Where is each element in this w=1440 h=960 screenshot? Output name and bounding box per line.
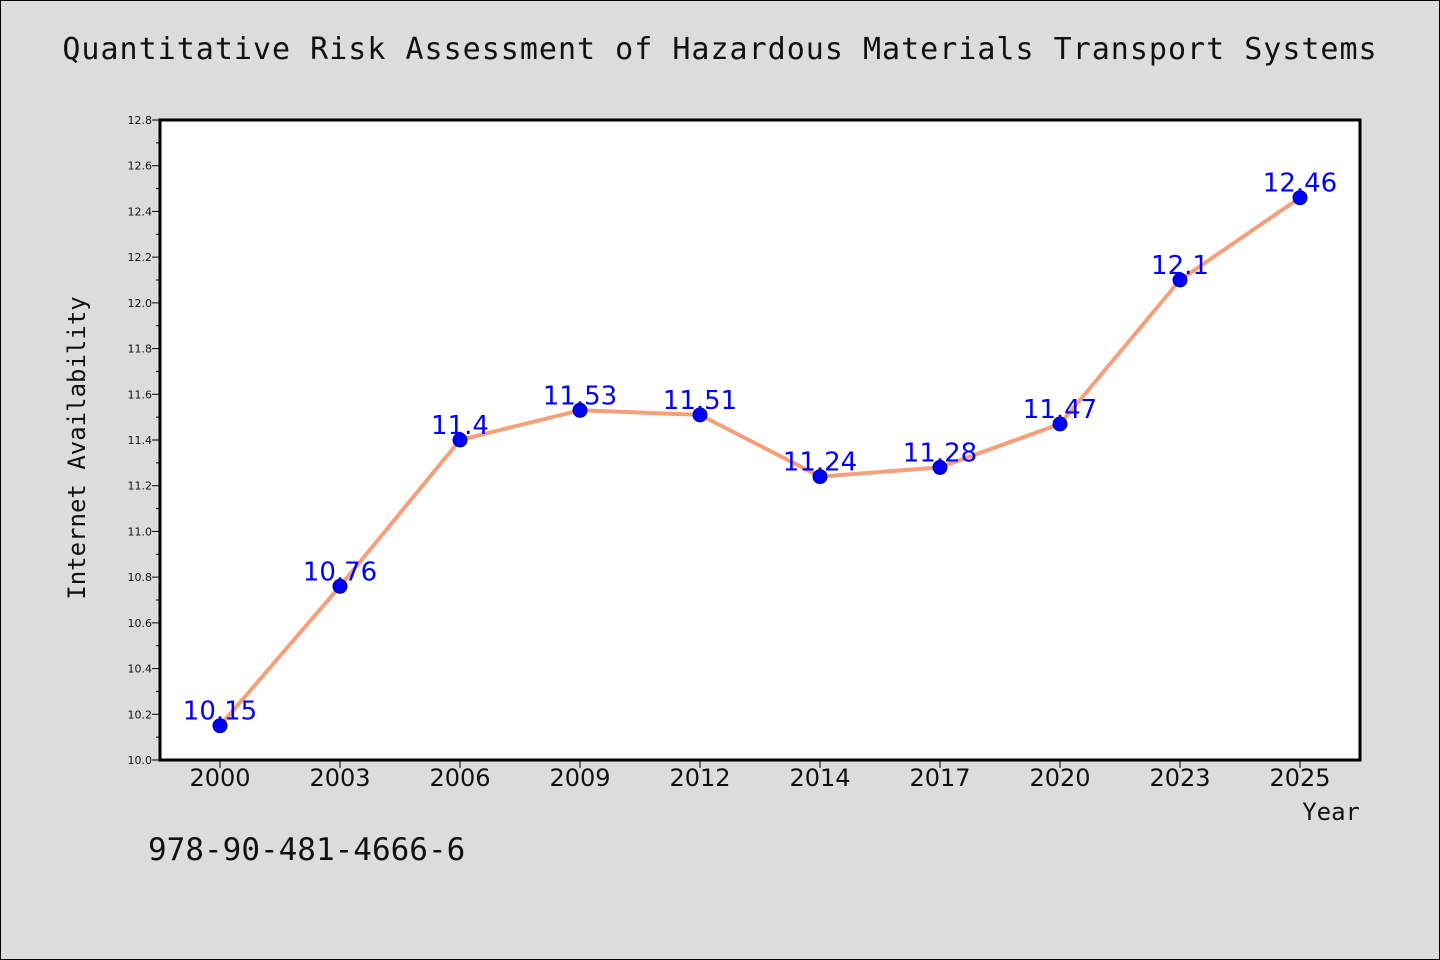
chart-title: Quantitative Risk Assessment of Hazardou… xyxy=(62,32,1378,67)
series-line xyxy=(218,196,1302,728)
data-markers xyxy=(212,190,1308,734)
y-tick-label: 10.6 xyxy=(128,617,153,630)
data-label: 11.4 xyxy=(431,411,489,441)
data-point xyxy=(692,407,708,423)
y-tick-label: 12.2 xyxy=(128,251,153,264)
x-tick-label: 2009 xyxy=(549,764,610,792)
x-tick-label: 2006 xyxy=(429,764,490,792)
x-tick-label: 2000 xyxy=(189,764,250,792)
x-tick-label: 2020 xyxy=(1029,764,1090,792)
data-point xyxy=(452,432,468,448)
y-tick-label: 11.4 xyxy=(128,434,153,447)
y-tick-label: 12.0 xyxy=(128,297,153,310)
y-tick-label: 10.8 xyxy=(128,571,153,584)
x-tick-label: 2025 xyxy=(1269,764,1330,792)
x-tick-label: 2012 xyxy=(669,764,730,792)
y-tick-label: 12.6 xyxy=(128,160,153,173)
x-axis-label: Year xyxy=(1302,798,1360,826)
y-tick-label: 10.2 xyxy=(128,708,153,721)
y-axis: 10.0 10.2 10.4 10.6 10.8 11.0 11.2 11.4 11.6 11.8… xyxy=(128,114,160,767)
x-tick-label: 2023 xyxy=(1149,764,1210,792)
x-tick-label: 2003 xyxy=(309,764,370,792)
y-tick-label: 11.0 xyxy=(128,525,153,538)
y-axis-label: Internet Availability xyxy=(63,296,91,599)
data-label: 11.53 xyxy=(543,381,617,411)
y-tick-label: 10.0 xyxy=(128,754,153,767)
y-tick-label: 10.4 xyxy=(128,663,153,676)
data-label: 11.24 xyxy=(783,448,857,478)
data-labels: 10.15 10.76 11.4 11.53 11.51 11.24 11.28 11.47 1… xyxy=(183,169,1337,727)
data-point xyxy=(1172,272,1188,288)
data-point xyxy=(572,402,588,418)
data-label: 12.1 xyxy=(1151,251,1209,281)
x-tick-label: 2017 xyxy=(909,764,970,792)
data-label: 10.15 xyxy=(183,697,257,727)
y-tick-label: 11.2 xyxy=(128,480,153,493)
data-label: 12.46 xyxy=(1263,169,1337,199)
y-tick-label: 12.4 xyxy=(128,205,153,218)
x-tick-label: 2014 xyxy=(789,764,850,792)
data-point xyxy=(212,718,228,734)
plot-area xyxy=(158,118,1362,762)
data-label: 11.28 xyxy=(903,438,977,468)
data-label: 10.76 xyxy=(303,557,377,587)
data-label: 11.47 xyxy=(1023,395,1097,425)
data-point xyxy=(812,469,828,485)
data-point xyxy=(1052,416,1068,432)
isbn-text: 978-90-481-4666-6 xyxy=(148,832,466,868)
data-point xyxy=(332,578,348,594)
data-point xyxy=(1292,190,1308,206)
y-tick-label: 11.8 xyxy=(128,343,153,356)
y-tick-label: 12.8 xyxy=(128,114,153,127)
x-axis: 2000 2003 2006 2009 2012 2014 2017 2020 2023 2025 xyxy=(189,760,1331,792)
y-tick-label: 11.6 xyxy=(128,388,153,401)
data-point xyxy=(932,459,948,475)
data-label: 11.51 xyxy=(663,386,737,416)
